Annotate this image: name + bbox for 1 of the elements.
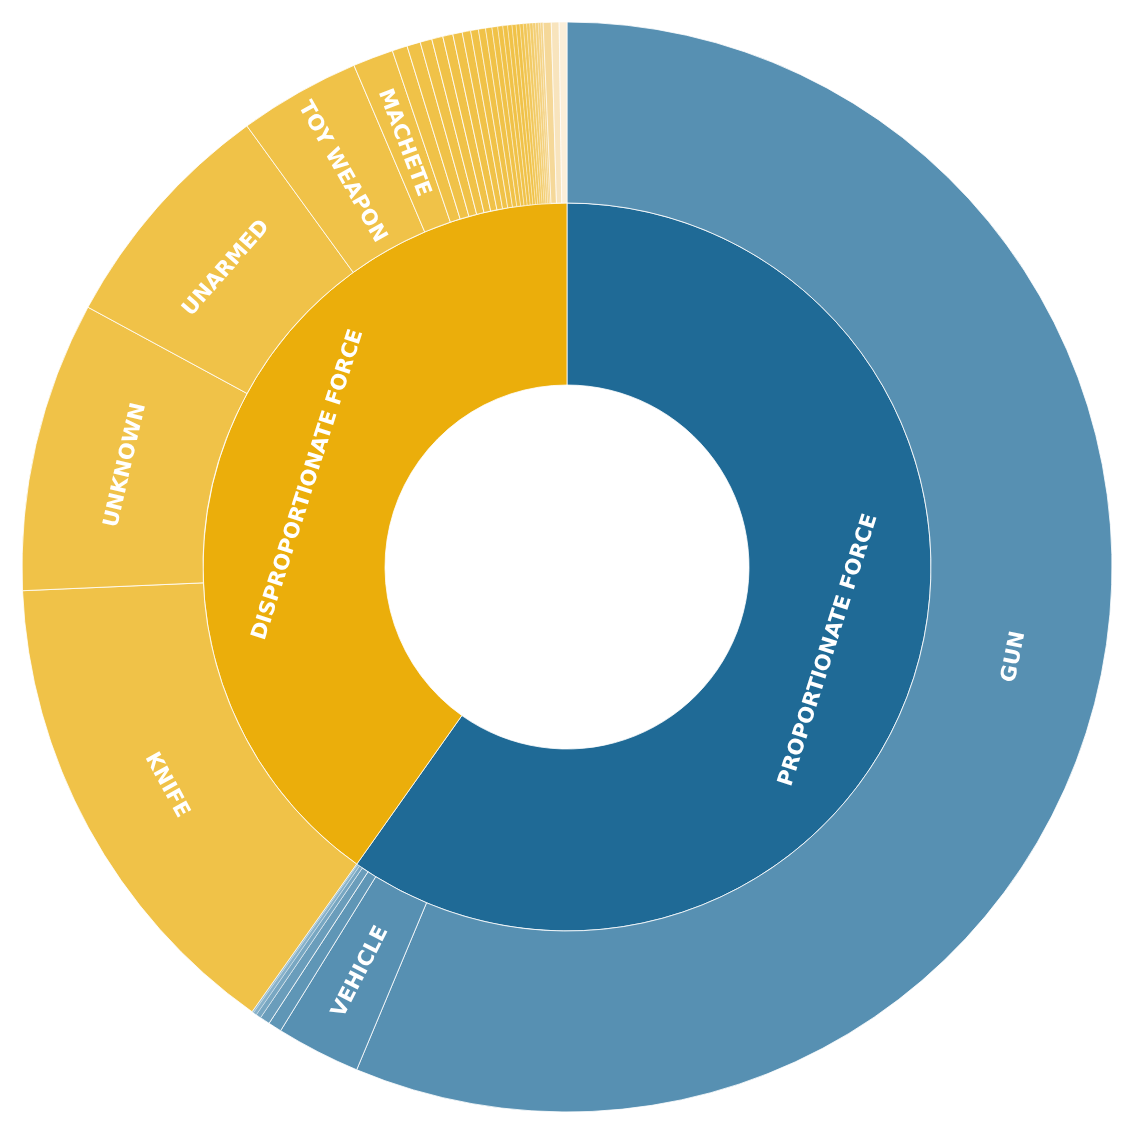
slice-label: GUN [995, 628, 1030, 685]
